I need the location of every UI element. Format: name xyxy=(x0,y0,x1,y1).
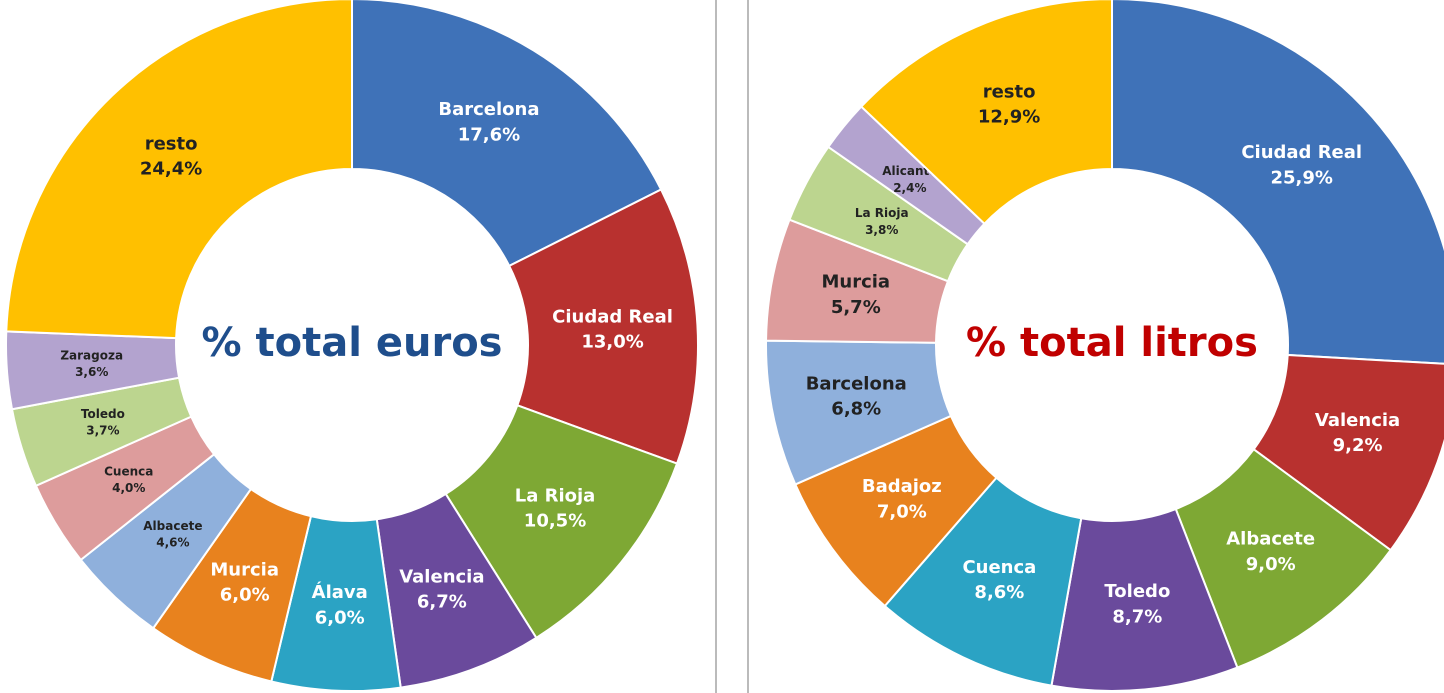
slice-name: Albacete xyxy=(1226,529,1315,550)
slice xyxy=(5,0,353,340)
slice-name: Albacete xyxy=(143,519,202,533)
slice-value-label: 6,7% xyxy=(417,592,467,613)
slice-name: Cuenca xyxy=(962,557,1036,578)
slice-name: Murcia xyxy=(821,272,890,293)
slice xyxy=(507,188,699,465)
slice-value-label: 2,4% xyxy=(893,181,926,195)
slice-name: Badajoz xyxy=(862,476,942,497)
slice-value-label: 3,8% xyxy=(865,223,898,237)
slice-value-label: 9,0% xyxy=(1246,554,1296,575)
slice-value-label: 24,4% xyxy=(140,158,202,179)
slice-name: Álava xyxy=(312,581,368,603)
chart-title: % total euros xyxy=(202,320,503,366)
slice-name: La Rioja xyxy=(855,206,909,220)
slice-name: Ciudad Real xyxy=(552,306,673,327)
slice-value-label: 6,0% xyxy=(220,585,270,606)
slice-value-label: 13,0% xyxy=(581,331,643,352)
slice-value-label: 6,0% xyxy=(315,607,365,628)
slice-name: La Rioja xyxy=(515,485,596,506)
slice-value-label: 9,2% xyxy=(1333,435,1383,456)
slice xyxy=(1111,0,1444,365)
slice-value-label: 3,6% xyxy=(75,365,108,379)
slice-name: resto xyxy=(145,133,198,154)
slice-name: Valencia xyxy=(1315,410,1400,431)
slice-name: Ciudad Real xyxy=(1241,142,1362,163)
slice-name: Cuenca xyxy=(104,464,153,478)
slice-name: Valencia xyxy=(399,566,484,587)
slice-value-label: 4,6% xyxy=(156,536,189,550)
slice-value-label: 10,5% xyxy=(524,511,586,532)
slice-value-label: 8,6% xyxy=(974,582,1024,603)
slice-value-label: 17,6% xyxy=(458,124,520,145)
slice-value-label: 6,8% xyxy=(831,399,881,420)
slice-name: Toledo xyxy=(1104,581,1170,602)
slice-value-label: 25,9% xyxy=(1270,167,1332,188)
slice-name: Alicante xyxy=(882,164,937,178)
slice-value-label: 5,7% xyxy=(831,297,881,318)
slice-name: Barcelona xyxy=(806,374,907,395)
slice-name: Murcia xyxy=(210,559,279,580)
slice xyxy=(351,0,663,268)
slice-value-label: 7,0% xyxy=(877,501,927,522)
slice xyxy=(859,0,1113,226)
slice-name: Zaragoza xyxy=(60,348,123,362)
slice-value-label: 4,0% xyxy=(112,481,145,495)
slice-value-label: 8,7% xyxy=(1112,606,1162,627)
slice-value-label: 3,7% xyxy=(86,424,119,438)
slice-name: Toledo xyxy=(81,407,125,421)
slice-name: resto xyxy=(983,82,1036,103)
chart-title: % total litros xyxy=(966,320,1258,366)
slice-name: Barcelona xyxy=(438,99,539,120)
slice-value-label: 12,9% xyxy=(978,107,1040,128)
